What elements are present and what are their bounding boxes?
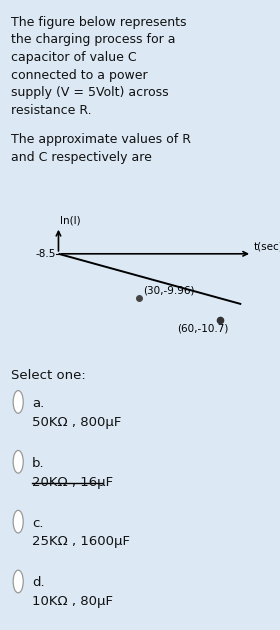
Text: supply (V = 5Volt) across: supply (V = 5Volt) across bbox=[11, 86, 169, 100]
Text: d.: d. bbox=[32, 576, 45, 590]
Text: connected to a power: connected to a power bbox=[11, 69, 148, 82]
Text: b.: b. bbox=[32, 457, 45, 470]
Text: 50KΩ , 800μF: 50KΩ , 800μF bbox=[32, 416, 122, 429]
Text: t(sec): t(sec) bbox=[253, 241, 280, 251]
Text: The figure below represents: The figure below represents bbox=[11, 16, 187, 29]
Text: (30,-9.96): (30,-9.96) bbox=[143, 285, 195, 295]
Text: (60,-10.7): (60,-10.7) bbox=[177, 323, 228, 333]
Text: 25KΩ , 1600μF: 25KΩ , 1600μF bbox=[32, 536, 130, 549]
Text: ln(I): ln(I) bbox=[60, 215, 80, 226]
Text: The approximate values of R: The approximate values of R bbox=[11, 133, 191, 146]
Text: a.: a. bbox=[32, 397, 45, 410]
Text: the charging process for a: the charging process for a bbox=[11, 33, 176, 47]
Text: capacitor of value C: capacitor of value C bbox=[11, 51, 137, 64]
Text: c.: c. bbox=[32, 517, 44, 530]
Text: -8.5: -8.5 bbox=[35, 249, 56, 259]
Text: and C respectively are: and C respectively are bbox=[11, 151, 152, 164]
Text: 10KΩ , 80μF: 10KΩ , 80μF bbox=[32, 595, 113, 609]
Text: 20KΩ , 16μF: 20KΩ , 16μF bbox=[32, 476, 113, 489]
Text: Select one:: Select one: bbox=[11, 369, 86, 382]
Text: resistance R.: resistance R. bbox=[11, 104, 92, 117]
